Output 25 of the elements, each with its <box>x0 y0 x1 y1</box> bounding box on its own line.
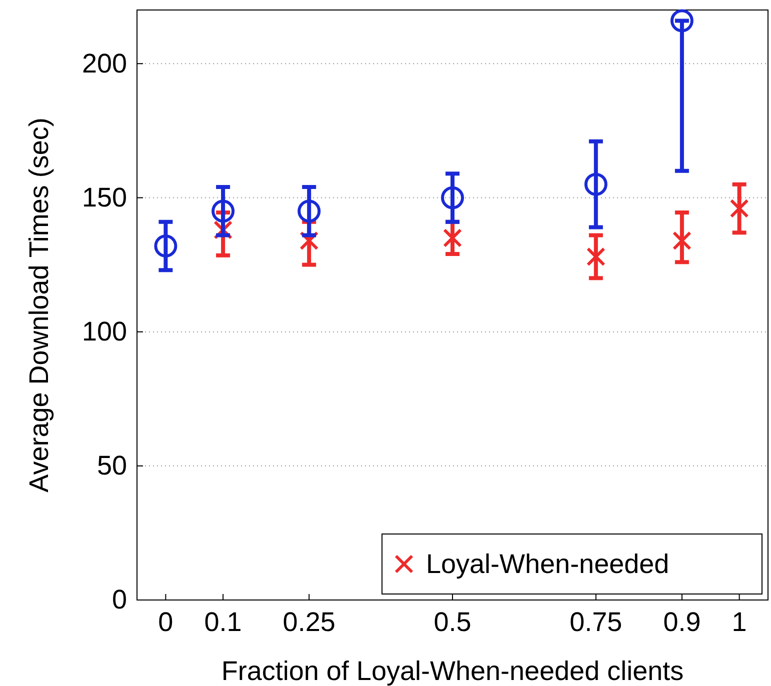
x-tick-label: 0.25 <box>282 607 336 638</box>
point <box>584 172 608 196</box>
x-tick-label: 0.75 <box>570 607 622 638</box>
x-tick-label: 0.9 <box>663 607 701 638</box>
x-tick-label: 0.5 <box>434 607 472 638</box>
x-tick-label: 1 <box>732 607 747 638</box>
y-tick-label: 0 <box>112 584 127 615</box>
y-tick-label: 100 <box>82 316 127 346</box>
point <box>670 9 694 32</box>
legend-label: Loyal-When-needed <box>426 549 670 579</box>
point <box>730 198 749 218</box>
y-tick-label: 150 <box>82 182 127 212</box>
point <box>441 186 464 210</box>
point <box>586 247 606 266</box>
y-tick-label: 200 <box>82 48 127 78</box>
y-tick-label: 50 <box>96 450 127 481</box>
point <box>212 200 235 223</box>
point <box>672 231 692 250</box>
y-axis-title: Average Download Times (sec) <box>24 118 54 492</box>
point <box>154 234 178 258</box>
point <box>298 200 321 223</box>
point <box>443 228 462 248</box>
x-axis-title: Fraction of Loyal-When-needed clients <box>221 656 684 686</box>
x-tick-label: 0.1 <box>204 607 242 638</box>
x-tick-label: 0 <box>158 607 174 638</box>
